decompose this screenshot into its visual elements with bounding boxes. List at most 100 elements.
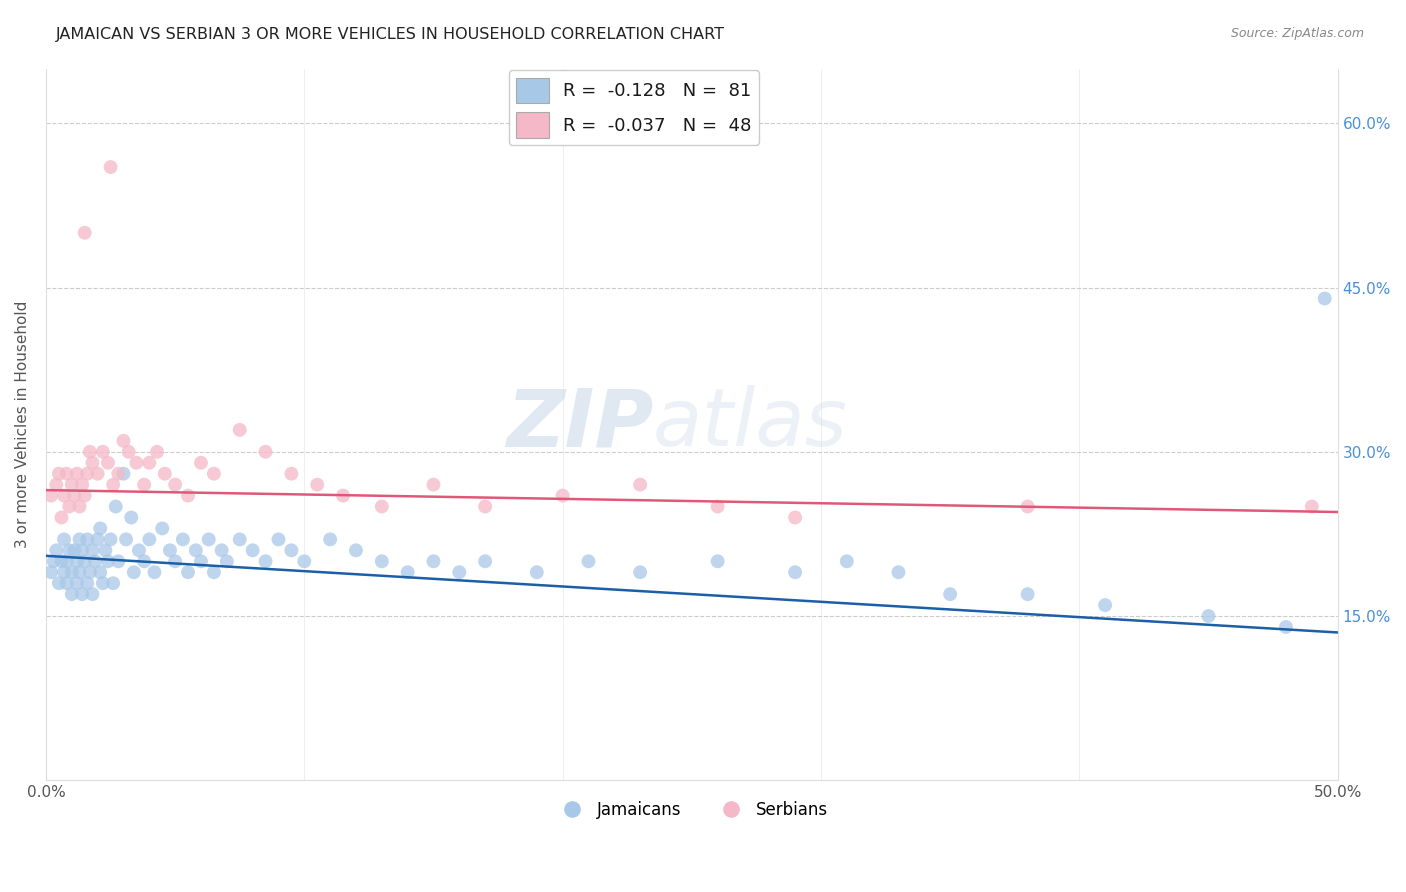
Point [84,554,107,568]
Point [79,566,101,580]
Point [53,533,76,547]
Point [190,554,212,568]
Point [319,533,342,547]
Point [785,510,807,524]
Point [128,543,150,558]
Point [1094,598,1116,612]
Point [1301,500,1323,514]
Point [1198,609,1220,624]
Point [45,543,67,558]
Point [69,566,91,580]
Point [1017,587,1039,601]
Point [202,467,225,481]
Point [70,477,93,491]
Point [228,533,250,547]
Point [39,566,62,580]
Point [69,533,91,547]
Point [138,456,160,470]
Point [53,566,76,580]
Point [76,533,98,547]
Point [254,554,277,568]
Point [143,566,166,580]
Point [70,543,93,558]
Y-axis label: 3 or more Vehicles in Household: 3 or more Vehicles in Household [15,301,30,548]
Point [172,533,194,547]
Point [146,444,169,458]
Point [202,566,225,580]
Point [107,554,129,568]
Point [526,566,548,580]
Point [51,510,73,524]
Point [117,444,139,458]
Point [150,521,173,535]
Point [63,543,86,558]
Point [112,467,135,481]
Point [51,554,73,568]
Point [73,554,96,568]
Point [66,554,89,568]
Point [122,566,145,580]
Point [86,467,108,481]
Point [134,477,156,491]
Point [165,554,187,568]
Point [153,467,176,481]
Point [94,543,117,558]
Point [48,467,70,481]
Point [165,477,187,491]
Point [785,566,807,580]
Point [39,489,62,503]
Point [242,543,264,558]
Point [449,566,471,580]
Point [177,566,200,580]
Point [1275,620,1298,634]
Point [76,467,98,481]
Point [48,576,70,591]
Point [1313,292,1336,306]
Point [101,576,124,591]
Point [120,510,142,524]
Point [60,477,83,491]
Point [228,423,250,437]
Point [835,554,858,568]
Legend: Jamaicans, Serbians: Jamaicans, Serbians [548,794,835,825]
Point [184,543,207,558]
Point [97,456,120,470]
Point [42,554,65,568]
Point [45,477,67,491]
Point [628,477,651,491]
Point [371,554,394,568]
Point [474,500,496,514]
Point [101,477,124,491]
Point [63,489,86,503]
Point [332,489,354,503]
Point [76,576,98,591]
Text: ZIP: ZIP [506,385,652,464]
Point [1017,500,1039,514]
Point [104,500,127,514]
Point [551,489,574,503]
Point [939,587,962,601]
Point [107,467,129,481]
Point [125,456,148,470]
Text: atlas: atlas [652,385,848,464]
Point [292,554,315,568]
Point [55,467,77,481]
Point [280,543,302,558]
Point [422,477,444,491]
Point [474,554,496,568]
Point [134,554,156,568]
Point [91,444,114,458]
Point [55,554,77,568]
Point [159,543,181,558]
Text: Source: ZipAtlas.com: Source: ZipAtlas.com [1230,27,1364,40]
Point [706,554,728,568]
Point [706,500,728,514]
Point [70,587,93,601]
Point [60,587,83,601]
Point [371,500,394,514]
Point [887,566,910,580]
Point [307,477,329,491]
Text: JAMAICAN VS SERBIAN 3 OR MORE VEHICLES IN HOUSEHOLD CORRELATION CHART: JAMAICAN VS SERBIAN 3 OR MORE VEHICLES I… [56,27,725,42]
Point [280,467,302,481]
Point [138,533,160,547]
